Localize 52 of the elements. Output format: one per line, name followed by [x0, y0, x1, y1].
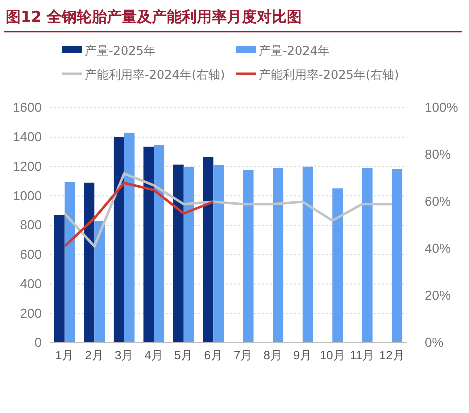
bar: [214, 165, 224, 343]
x-tick-label: 7月: [234, 348, 253, 363]
legend-label: 产量-2025年: [85, 44, 156, 58]
bar: [84, 182, 95, 343]
line-series: [64, 182, 215, 248]
x-tick-label: 1月: [56, 348, 74, 363]
bar: [203, 157, 214, 343]
x-tick-label: 3月: [115, 348, 134, 363]
x-tick-label: 11月: [350, 348, 375, 363]
bar: [124, 132, 135, 343]
y2-tick-label: 20%: [425, 288, 452, 304]
legend-label: 产能利用率-2025年(右轴): [259, 68, 400, 82]
x-tick-label: 4月: [144, 348, 164, 363]
bar: [392, 169, 403, 343]
x-tick-label: 9月: [294, 348, 312, 363]
bar: [114, 137, 124, 343]
bar: [54, 215, 65, 343]
y2-tick-label: 40%: [425, 241, 452, 256]
x-tick-label: 5月: [174, 348, 194, 363]
bar: [184, 167, 194, 343]
x-tick-label: 2月: [85, 348, 104, 363]
bar: [154, 145, 165, 343]
legend-label: 产量-2024年: [259, 44, 330, 58]
x-tick-label: 10月: [320, 348, 346, 363]
y-tick-label: 1000: [13, 188, 42, 204]
x-tick-label: 8月: [264, 348, 282, 363]
y2-tick-label: 0%: [425, 335, 444, 350]
y-tick-label: 400: [20, 276, 42, 292]
x-tick-label: 12月: [379, 348, 405, 363]
bar: [362, 168, 373, 343]
y-tick-label: 1600: [13, 100, 42, 116]
bar: [332, 188, 344, 343]
y2-tick-label: 80%: [425, 147, 452, 162]
y-tick-label: 1400: [13, 130, 42, 145]
bar: [173, 164, 184, 343]
bar: [302, 166, 314, 343]
bar: [243, 170, 254, 343]
bar: [273, 168, 284, 343]
legend-label: 产能利用率-2024年(右轴): [85, 68, 226, 82]
y-tick-label: 0: [34, 335, 42, 350]
x-tick-label: 6月: [204, 348, 223, 363]
line-series: [64, 172, 394, 248]
y-tick-label: 600: [20, 247, 42, 262]
y-tick-label: 800: [20, 218, 42, 233]
y2-tick-label: 100%: [425, 100, 459, 116]
bar: [144, 146, 154, 343]
chart-title: 图12 全钢轮胎产量及产能利用率月度对比图: [6, 8, 302, 26]
y-tick-label: 1200: [13, 158, 42, 174]
y2-tick-label: 60%: [425, 194, 452, 210]
bar: [64, 182, 76, 343]
bar: [94, 221, 106, 343]
y-tick-label: 200: [20, 306, 42, 321]
